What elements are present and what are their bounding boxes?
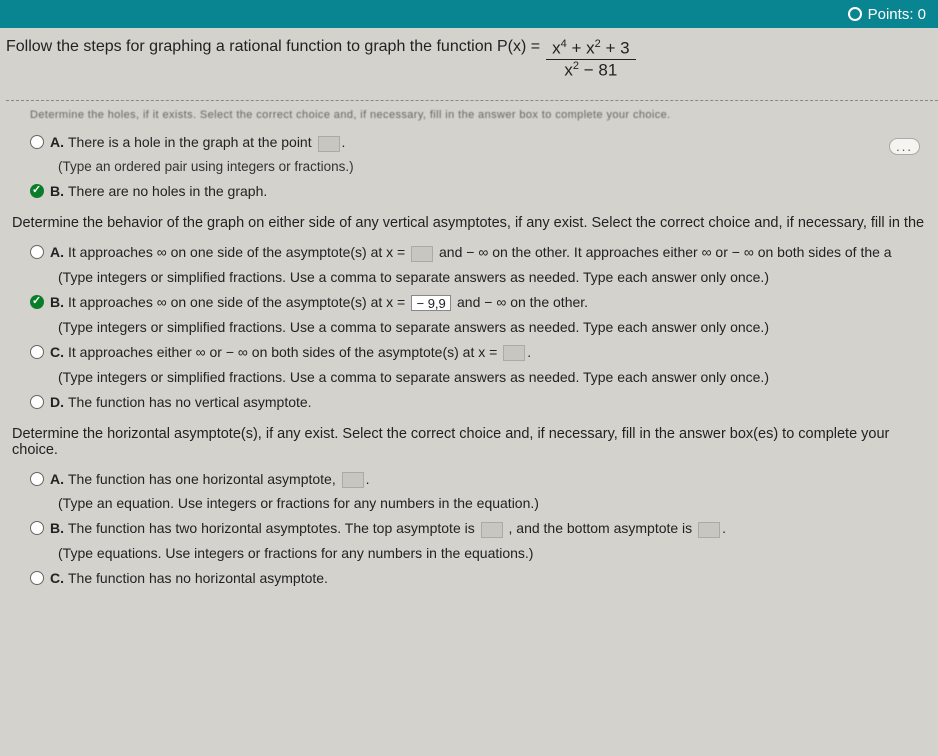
option-letter: A.: [50, 243, 64, 262]
option-letter: C.: [50, 569, 64, 588]
option-text: The function has two horizontal asymptot…: [68, 519, 938, 538]
option-text: There are no holes in the graph.: [68, 182, 938, 201]
option-letter: A.: [50, 470, 64, 489]
answer-box[interactable]: [411, 246, 433, 262]
radio-icon[interactable]: [30, 245, 44, 259]
option-letter: B.: [50, 182, 64, 201]
holes-option-b[interactable]: B. There are no holes in the graph.: [6, 180, 938, 205]
option-text: The function has one horizontal asymptot…: [68, 470, 938, 489]
radio-icon[interactable]: [30, 521, 44, 535]
answer-box[interactable]: [318, 136, 340, 152]
top-bar: Points: 0: [0, 0, 938, 28]
option-letter: C.: [50, 343, 64, 362]
ha-option-c[interactable]: C. The function has no horizontal asympt…: [6, 567, 938, 592]
content-area: Follow the steps for graphing a rational…: [0, 28, 938, 592]
option-text: It approaches ∞ on one side of the asymp…: [68, 243, 938, 262]
selected-radio-icon[interactable]: [30, 184, 44, 198]
option-letter: A.: [50, 133, 64, 152]
ha-prompt: Determine the horizontal asymptote(s), i…: [6, 416, 938, 468]
points-icon: [848, 7, 862, 21]
option-text: There is a hole in the graph at the poin…: [68, 133, 938, 152]
option-letter: D.: [50, 393, 64, 412]
va-b-hint: (Type integers or simplified fractions. …: [6, 316, 938, 341]
formula: x4 + x2 + 3 x2 − 81: [546, 38, 635, 80]
more-button[interactable]: ...: [889, 138, 920, 155]
option-text: The function has no horizontal asymptote…: [68, 569, 938, 588]
ha-option-b[interactable]: B. The function has two horizontal asymp…: [6, 517, 938, 542]
radio-icon[interactable]: [30, 472, 44, 486]
points-label: Points: 0: [868, 6, 926, 23]
answer-box[interactable]: [342, 472, 364, 488]
numerator: x4 + x2 + 3: [546, 38, 635, 60]
va-c-hint: (Type integers or simplified fractions. …: [6, 366, 938, 391]
va-option-d[interactable]: D. The function has no vertical asymptot…: [6, 391, 938, 416]
option-letter: B.: [50, 519, 64, 538]
selected-radio-icon[interactable]: [30, 295, 44, 309]
blurred-instruction: Determine the holes, if it exists. Selec…: [6, 105, 938, 131]
radio-icon[interactable]: [30, 345, 44, 359]
va-option-c[interactable]: C. It approaches either ∞ or − ∞ on both…: [6, 341, 938, 366]
divider: [6, 100, 938, 101]
prompt-lead: Follow the steps for graphing a rational…: [6, 38, 540, 56]
radio-icon[interactable]: [30, 135, 44, 149]
radio-icon[interactable]: [30, 571, 44, 585]
va-option-a[interactable]: A. It approaches ∞ on one side of the as…: [6, 241, 938, 266]
va-prompt: Determine the behavior of the graph on e…: [6, 205, 938, 241]
denominator: x2 − 81: [546, 60, 635, 81]
answer-box[interactable]: [698, 522, 720, 538]
option-text: It approaches ∞ on one side of the asymp…: [68, 293, 938, 312]
answer-box[interactable]: [481, 522, 503, 538]
va-a-hint: (Type integers or simplified fractions. …: [6, 266, 938, 291]
question-prompt: Follow the steps for graphing a rational…: [6, 34, 938, 98]
answer-box-filled[interactable]: − 9,9: [411, 295, 451, 311]
ha-a-hint: (Type an equation. Use integers or fract…: [6, 492, 938, 517]
option-letter: B.: [50, 293, 64, 312]
option-text: It approaches either ∞ or − ∞ on both si…: [68, 343, 938, 362]
ha-b-hint: (Type equations. Use integers or fractio…: [6, 542, 938, 567]
ha-option-a[interactable]: A. The function has one horizontal asymp…: [6, 468, 938, 493]
holes-a-hint: (Type an ordered pair using integers or …: [6, 156, 938, 180]
radio-icon[interactable]: [30, 395, 44, 409]
option-text: The function has no vertical asymptote.: [68, 393, 938, 412]
holes-option-a[interactable]: A. There is a hole in the graph at the p…: [6, 131, 938, 156]
va-option-b[interactable]: B. It approaches ∞ on one side of the as…: [6, 291, 938, 316]
answer-box[interactable]: [503, 345, 525, 361]
